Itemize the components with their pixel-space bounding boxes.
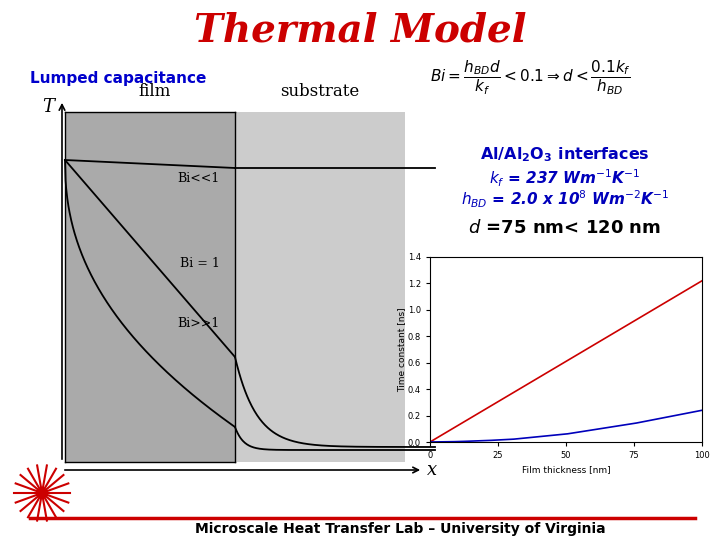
Bar bbox=[65, 112, 235, 462]
Text: substrate: substrate bbox=[280, 84, 359, 100]
Y-axis label: Time constant [ns]: Time constant [ns] bbox=[397, 307, 406, 392]
Text: Bi = 1: Bi = 1 bbox=[180, 257, 220, 270]
Text: $\mathbf{Al/Al_2O_3}$ interfaces: $\mathbf{Al/Al_2O_3}$ interfaces bbox=[480, 146, 650, 164]
Text: film: film bbox=[139, 84, 171, 100]
Text: $\mathit{d}$ =75 nm< 120 nm: $\mathit{d}$ =75 nm< 120 nm bbox=[469, 219, 662, 237]
Circle shape bbox=[37, 488, 47, 498]
Bar bbox=[235, 112, 405, 462]
Text: Lumped capacitance: Lumped capacitance bbox=[30, 71, 206, 85]
Text: Thermal Model: Thermal Model bbox=[194, 11, 526, 49]
Text: x: x bbox=[427, 461, 437, 479]
Text: $\mathit{h_{BD}}$ = 2.0 x 10$^8$ Wm$^{-2}$K$^{-1}$: $\mathit{h_{BD}}$ = 2.0 x 10$^8$ Wm$^{-2… bbox=[461, 188, 669, 210]
Text: Microscale Heat Transfer Lab – University of Virginia: Microscale Heat Transfer Lab – Universit… bbox=[194, 522, 606, 536]
Text: Bi>>1: Bi>>1 bbox=[178, 317, 220, 330]
Text: Bi<<1: Bi<<1 bbox=[178, 172, 220, 185]
X-axis label: Film thickness [nm]: Film thickness [nm] bbox=[522, 465, 611, 475]
Text: T: T bbox=[42, 98, 54, 116]
Text: $Bi = \dfrac{h_{BD}d}{k_f} < 0.1 \Rightarrow d < \dfrac{0.1k_f}{h_{BD}}$: $Bi = \dfrac{h_{BD}d}{k_f} < 0.1 \Righta… bbox=[430, 59, 631, 97]
Text: $\mathit{k_f}$ = 237 Wm$^{-1}$K$^{-1}$: $\mathit{k_f}$ = 237 Wm$^{-1}$K$^{-1}$ bbox=[490, 167, 641, 188]
